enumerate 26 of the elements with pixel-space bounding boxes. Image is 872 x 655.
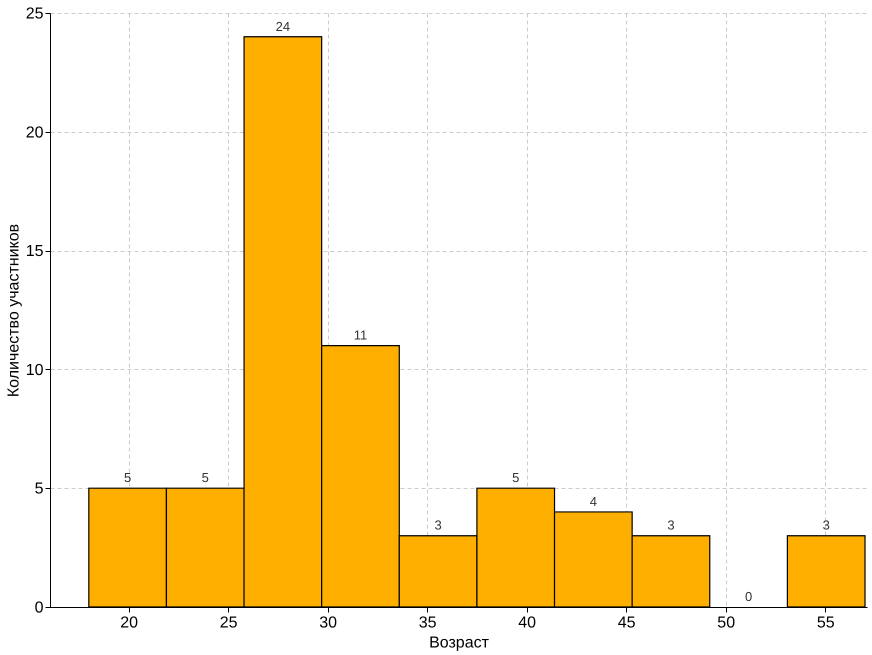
data-label: 11	[354, 328, 368, 343]
y-tick-label: 0	[34, 600, 44, 616]
data-label: 5	[512, 470, 520, 486]
y-tick-label: 10	[26, 362, 44, 379]
data-label: 0	[744, 589, 752, 604]
x-tick-label: 30	[319, 614, 338, 632]
x-tick-label: 45	[618, 614, 636, 632]
x-tick-label: 40	[518, 614, 536, 632]
data-label: 3	[822, 518, 830, 533]
y-tick-label: 15	[26, 243, 44, 260]
x-tick-label: 35	[418, 614, 437, 632]
data-label: 3	[667, 518, 675, 533]
x-tick-label: 50	[717, 614, 736, 632]
y-axis-title: Количество участников	[6, 224, 23, 398]
data-label: 5	[124, 470, 132, 486]
data-label: 5	[202, 470, 209, 486]
y-tick-label: 20	[26, 124, 44, 142]
x-tick-label: 25	[220, 614, 238, 632]
x-tick-label: 20	[120, 614, 138, 632]
y-tick-label: 5	[34, 480, 44, 498]
data-label: 24	[276, 18, 290, 34]
x-tick-label: 55	[816, 614, 835, 632]
x-axis-title: Возраст	[429, 634, 490, 652]
y-tick-label: 25	[26, 6, 44, 22]
data-label: 3	[434, 518, 442, 533]
data-label: 4	[590, 494, 597, 509]
